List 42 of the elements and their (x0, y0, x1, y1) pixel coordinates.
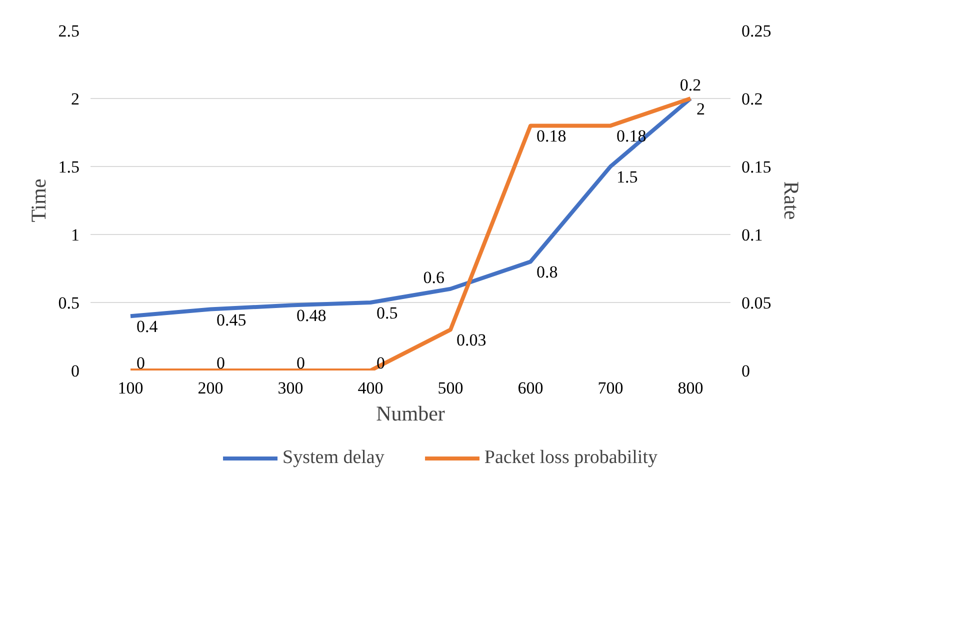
y2-tick-label: 0.15 (742, 158, 772, 176)
data-label: 0.03 (456, 330, 486, 350)
y2-axis-title: Rate (779, 181, 804, 220)
data-label: 0.18 (616, 126, 646, 146)
data-label: 0 (216, 354, 225, 372)
data-label: 0.45 (216, 310, 246, 330)
data-label: 0.4 (136, 317, 158, 336)
y2-tick-label: 0 (742, 362, 750, 380)
y-tick-label: 0.5 (58, 294, 80, 312)
x-tick-label: 600 (518, 378, 544, 398)
data-label: 0.6 (423, 268, 444, 287)
x-axis-title: Number (376, 402, 445, 426)
y-tick-label: 1 (71, 226, 80, 244)
x-tick-label: 800 (678, 378, 704, 398)
y-tick-label: 2.5 (58, 22, 80, 40)
y-axis-title: Time (26, 178, 50, 222)
x-tick-label: 200 (198, 378, 224, 398)
y-tick-label: 2 (71, 90, 80, 108)
data-label: 2 (696, 100, 705, 118)
y2-tick-label: 0.2 (742, 90, 763, 108)
x-tick-label: 400 (358, 378, 384, 398)
x-tick-label: 100 (118, 378, 144, 398)
y2-tick-label: 0.25 (742, 22, 772, 40)
legend-label: Packet loss probability (484, 447, 658, 469)
data-label: 0 (136, 354, 145, 372)
y-tick-label: 1.5 (58, 158, 80, 176)
x-tick-label: 700 (598, 378, 624, 398)
data-label: 0.5 (376, 304, 398, 322)
data-label: 0 (296, 354, 305, 372)
y2-tick-label: 0.1 (742, 226, 763, 244)
data-label: 1.5 (616, 168, 638, 186)
x-tick-label: 300 (278, 378, 304, 398)
legend-label: System delay (282, 447, 384, 469)
data-label: 0.2 (680, 76, 702, 94)
data-label: 0.8 (536, 262, 558, 282)
x-tick-label: 500 (438, 378, 464, 398)
line-series (128, 96, 692, 370)
y2-tick-label: 0.05 (742, 294, 772, 312)
data-label: 0.18 (536, 126, 566, 146)
y-tick-label: 0 (71, 362, 80, 380)
data-label: 0 (376, 354, 385, 372)
data-label: 0.48 (296, 306, 326, 326)
